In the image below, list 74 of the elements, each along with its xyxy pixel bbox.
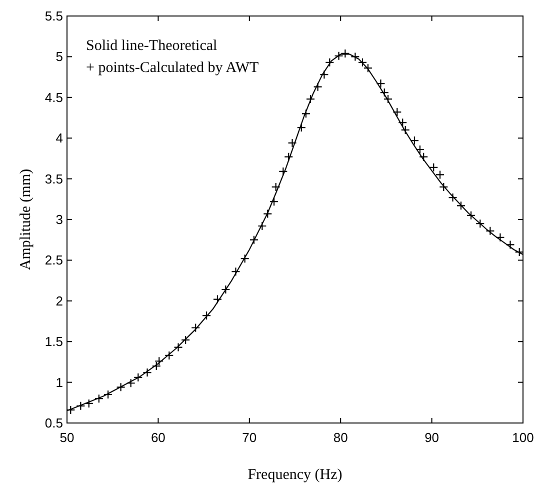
point [94, 394, 104, 404]
point [288, 138, 297, 148]
point [278, 166, 288, 176]
point [202, 311, 212, 320]
y-tick-label: 0.5 [44, 416, 63, 430]
x-tick-label: 50 [60, 430, 74, 445]
point [152, 361, 161, 371]
point [249, 235, 259, 244]
y-tick-label: 1 [56, 374, 63, 390]
y-tick-label: 5 [56, 49, 63, 64]
point [263, 209, 272, 218]
point [240, 254, 250, 264]
point [142, 368, 152, 378]
point [506, 240, 515, 250]
annotation: Solid line-Theoretical [86, 38, 218, 54]
x-tick-label: 100 [512, 430, 534, 445]
annotation: + points-Calculated by AWT [86, 60, 259, 76]
point [154, 356, 164, 366]
point [435, 170, 445, 180]
point [126, 378, 136, 388]
point [116, 382, 126, 392]
point [313, 82, 322, 92]
point [466, 210, 476, 220]
point [334, 51, 344, 60]
y-axis-title: Amplitude (mm) [18, 168, 34, 270]
y-tick-label: 4 [56, 130, 63, 146]
point [419, 152, 428, 162]
y-tick-label: 3.5 [44, 171, 63, 186]
point [76, 401, 86, 410]
point [269, 197, 279, 206]
point [181, 335, 190, 345]
point [350, 52, 360, 62]
point [221, 284, 230, 294]
point [212, 294, 222, 304]
point [164, 350, 174, 360]
y-tick-label: 1.5 [44, 334, 63, 350]
point [392, 108, 402, 117]
x-tick-label: 90 [424, 430, 440, 445]
point [231, 267, 240, 276]
point [84, 398, 94, 408]
x-tick-label: 70 [242, 430, 257, 445]
point [398, 118, 408, 128]
point [306, 94, 316, 104]
point [486, 226, 495, 236]
point [296, 122, 306, 132]
point [284, 152, 294, 162]
point [103, 390, 113, 400]
point [376, 79, 386, 88]
y-tick-label: 3 [56, 212, 63, 227]
y-tick-label: 2.5 [44, 252, 63, 268]
point [496, 232, 505, 242]
point [456, 201, 466, 210]
point [325, 58, 334, 67]
x-tick-label: 60 [150, 430, 166, 445]
point [400, 125, 410, 135]
point [174, 342, 183, 352]
point [134, 372, 143, 382]
point [258, 221, 267, 231]
y-tick-label: 2 [56, 293, 63, 308]
y-tick-label: 4.5 [44, 90, 63, 105]
x-tick-label: 80 [333, 430, 348, 445]
point [271, 182, 280, 192]
y-tick-label: 5.5 [44, 8, 63, 24]
point [429, 162, 438, 172]
point [439, 182, 448, 192]
point [415, 144, 424, 154]
point [340, 48, 350, 58]
point [410, 136, 420, 146]
point [448, 192, 458, 202]
x-axis-title: Frequency (Hz) [248, 467, 342, 483]
point [191, 323, 200, 332]
point [320, 70, 329, 80]
point [476, 219, 485, 228]
point [301, 109, 310, 118]
